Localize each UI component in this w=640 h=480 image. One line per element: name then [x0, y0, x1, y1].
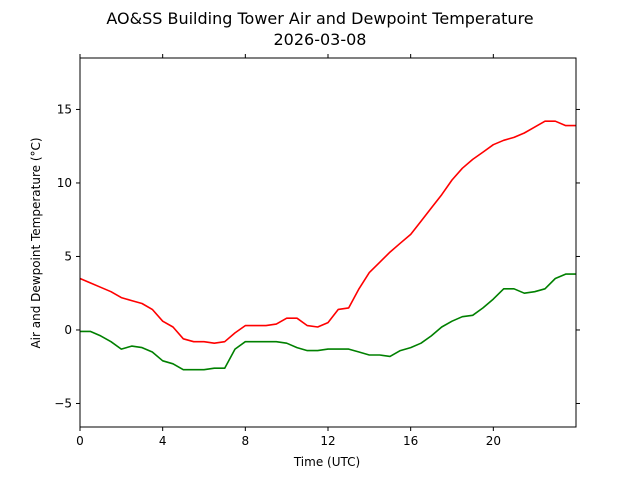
x-axis-label: Time (UTC): [293, 455, 360, 469]
x-tick-label: 16: [403, 434, 418, 448]
x-tick-label: 8: [242, 434, 250, 448]
x-tick-label: 4: [159, 434, 167, 448]
plot-area: 0 4 8 12 16 20 −5 0 5 10 15: [54, 54, 580, 448]
y-tick-label: 0: [64, 323, 72, 337]
plot-frame: [79, 57, 577, 428]
y-axis-label: Air and Dewpoint Temperature (°C): [29, 137, 43, 348]
y-tick-label: 10: [57, 176, 72, 190]
y-tick-label: 15: [57, 102, 72, 116]
chart-title: AO&SS Building Tower Air and Dewpoint Te…: [106, 9, 533, 28]
y-tick-label: 5: [64, 249, 72, 263]
y-tick-label: −5: [54, 396, 72, 410]
series-line-dewpoint-temperature: [80, 273, 576, 371]
series-line-air-temperature: [79, 120, 576, 345]
x-tick-label: 12: [320, 434, 335, 448]
chart-subtitle: 2026-03-08: [274, 30, 367, 49]
x-tick-label: 20: [486, 434, 501, 448]
x-tick-label: 0: [76, 434, 84, 448]
